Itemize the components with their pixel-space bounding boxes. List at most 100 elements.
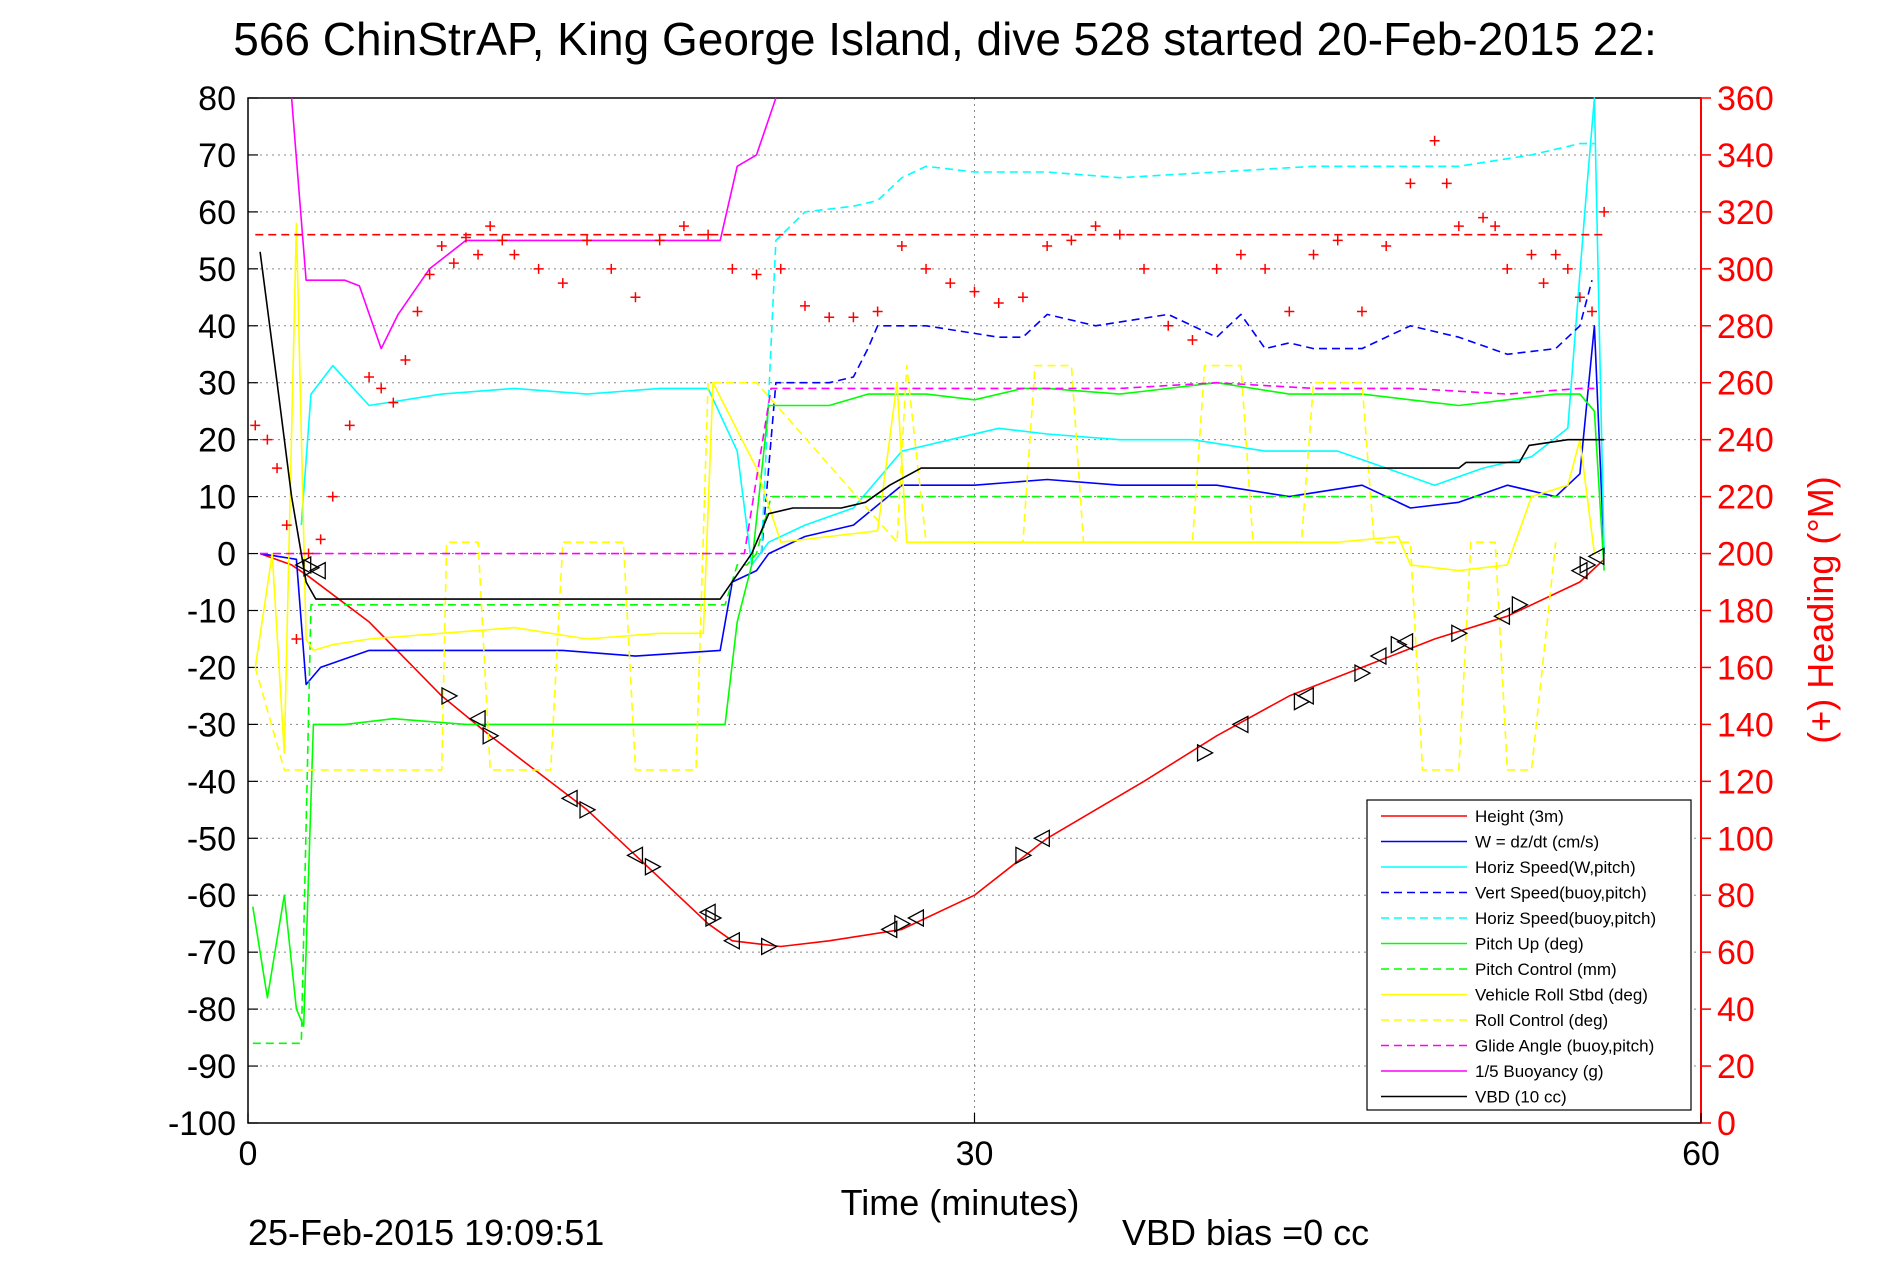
- right-tick-label: 340: [1717, 137, 1774, 175]
- series-point: [281, 520, 292, 531]
- series-point: [509, 249, 520, 260]
- series-point: [1493, 607, 1511, 626]
- series-group: [760, 279, 1593, 554]
- legend: Height (3m) W = dz/dt (cm/s) Horiz Speed(W…: [1366, 799, 1692, 1111]
- series-point: [315, 534, 326, 545]
- series-line: [300, 97, 1605, 566]
- series-group: [252, 495, 1595, 1045]
- series-point: [1396, 632, 1414, 651]
- series-point: [751, 269, 762, 280]
- right-tick-label: 120: [1717, 763, 1774, 801]
- series-point: [1570, 561, 1588, 580]
- series-point: [327, 491, 338, 502]
- series-point: [894, 914, 912, 933]
- series-point: [1574, 292, 1585, 303]
- series-point: [376, 383, 387, 394]
- series-point: [1017, 292, 1028, 303]
- series-layer: [250, 97, 1610, 1045]
- series-point: [1538, 278, 1549, 289]
- footer-vbd-bias: VBD bias =0 cc: [1122, 1212, 1369, 1253]
- left-tick-label: 0: [217, 536, 236, 574]
- series-point: [1526, 249, 1537, 260]
- legend-box: [1366, 799, 1692, 1111]
- series-line: [260, 381, 1595, 555]
- series-point: [1599, 206, 1610, 217]
- series-point: [412, 306, 423, 317]
- series-point: [678, 221, 689, 232]
- series-line: [254, 364, 1557, 771]
- right-tick-label: 40: [1717, 991, 1755, 1029]
- series-point: [1478, 212, 1489, 223]
- series-point: [906, 908, 925, 928]
- series-point: [880, 920, 898, 939]
- series-point: [473, 249, 484, 260]
- footer-timestamp: 25-Feb-2015 19:09:51: [248, 1212, 604, 1253]
- right-tick-label: 0: [1717, 1105, 1736, 1143]
- series-point: [630, 292, 641, 303]
- bottom-axis-ticks: 0 30 60: [239, 1113, 1720, 1173]
- series-point: [727, 263, 738, 274]
- left-tick-label: 10: [198, 479, 236, 517]
- legend-label: Vehicle Roll Stbd (deg): [1475, 986, 1648, 1005]
- legend-label: VBD (10 cc): [1475, 1088, 1567, 1107]
- series-point: [579, 800, 597, 819]
- series-point: [388, 397, 399, 408]
- series-point: [485, 221, 496, 232]
- legend-label: Horiz Speed(buoy,pitch): [1475, 909, 1656, 928]
- series-point: [1235, 249, 1246, 260]
- left-tick-label: 60: [198, 194, 236, 232]
- series-point: [1196, 743, 1214, 762]
- series-point: [824, 312, 835, 323]
- series-point: [1451, 624, 1469, 643]
- series-point: [441, 686, 459, 706]
- legend-label: Pitch Control (mm): [1475, 960, 1617, 979]
- series-point: [400, 354, 411, 365]
- series-point: [308, 561, 326, 580]
- left-tick-label: -90: [187, 1048, 236, 1086]
- series-point: [1405, 178, 1416, 189]
- right-tick-label: 60: [1717, 934, 1755, 972]
- series-point: [1511, 595, 1529, 614]
- series-point: [1066, 235, 1077, 246]
- series-point: [896, 241, 907, 252]
- series-point: [1139, 263, 1150, 274]
- series-point: [1211, 263, 1222, 274]
- series-point: [557, 278, 568, 289]
- right-axis-label: (+) Heading (°M): [1800, 476, 1841, 743]
- series-point: [560, 789, 578, 808]
- series-group: [254, 364, 1557, 771]
- series-point: [626, 846, 644, 865]
- series-point: [969, 286, 980, 297]
- series-point: [722, 931, 740, 950]
- series-point: [1042, 241, 1053, 252]
- series-point: [1441, 178, 1452, 189]
- series-group: [259, 251, 1605, 600]
- series-point: [1562, 263, 1573, 274]
- bottom-tick-label: 60: [1682, 1135, 1720, 1173]
- series-point: [436, 241, 447, 252]
- series-point: [993, 298, 1004, 308]
- right-tick-label: 100: [1717, 820, 1774, 858]
- series-point: [1550, 249, 1561, 260]
- right-tick-label: 20: [1717, 1048, 1755, 1086]
- right-tick-label: 240: [1717, 422, 1774, 460]
- left-tick-label: 70: [198, 137, 236, 175]
- series-point: [945, 278, 956, 289]
- series-point: [872, 306, 883, 317]
- right-tick-label: 280: [1717, 308, 1774, 346]
- series-point: [1308, 249, 1319, 260]
- right-tick-label: 320: [1717, 194, 1774, 232]
- left-tick-label: -60: [187, 877, 236, 915]
- left-tick-label: 40: [198, 308, 236, 346]
- left-tick-label: 30: [198, 365, 236, 403]
- series-point: [1163, 320, 1174, 331]
- series-point: [1381, 241, 1392, 252]
- series-line: [259, 251, 1605, 600]
- series-point: [1587, 306, 1598, 317]
- series-group: [259, 324, 1605, 686]
- series-group: [300, 97, 1605, 566]
- series-point: [1502, 263, 1513, 274]
- left-tick-label: -10: [187, 593, 236, 631]
- series-point: [272, 463, 283, 474]
